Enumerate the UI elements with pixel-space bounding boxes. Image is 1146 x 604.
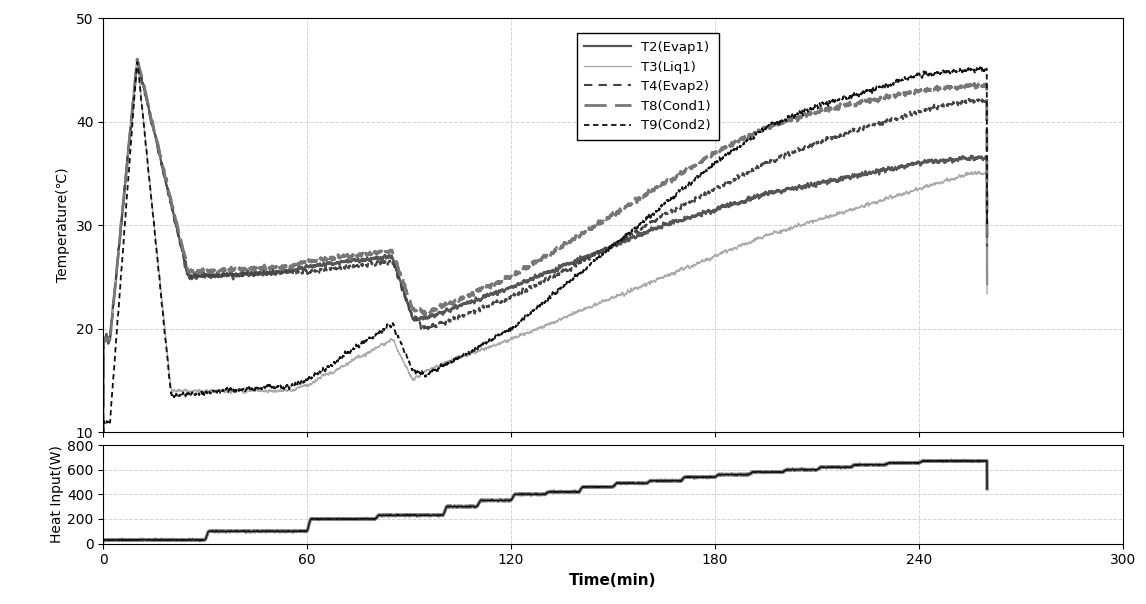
- T9(Cond2): [980, 221, 994, 228]
- Line: T9(Cond2): T9(Cond2): [103, 62, 987, 478]
- T3(Liq1): [964, 170, 978, 177]
- T2(Evap1): [753, 192, 767, 199]
- T3(Liq1): [136, 115, 150, 122]
- T8(Cond1): [131, 56, 144, 63]
- X-axis label: Time(min): Time(min): [570, 573, 657, 588]
- T3(Liq1): [96, 433, 110, 440]
- T8(Cond1): [980, 232, 994, 239]
- T2(Evap1): [96, 434, 110, 441]
- T8(Cond1): [96, 435, 110, 442]
- T3(Liq1): [131, 60, 144, 67]
- Line: T8(Cond1): T8(Cond1): [103, 59, 987, 439]
- Line: T2(Evap1): T2(Evap1): [103, 59, 987, 437]
- T4(Evap2): [964, 97, 978, 104]
- T8(Cond1): [705, 153, 719, 161]
- T2(Evap1): [980, 280, 994, 288]
- T2(Evap1): [439, 307, 453, 315]
- T4(Evap2): [439, 319, 453, 326]
- T4(Evap2): [134, 72, 148, 80]
- T9(Cond2): [134, 98, 148, 106]
- T3(Liq1): [705, 254, 719, 262]
- T4(Evap2): [705, 188, 719, 195]
- T8(Cond1): [964, 82, 978, 89]
- T2(Evap1): [134, 76, 148, 83]
- T2(Evap1): [964, 153, 978, 161]
- T3(Liq1): [439, 359, 453, 367]
- T3(Liq1): [753, 235, 767, 242]
- T9(Cond2): [439, 360, 453, 367]
- T9(Cond2): [136, 115, 150, 122]
- Y-axis label: Heat Input(W): Heat Input(W): [50, 445, 64, 543]
- T9(Cond2): [131, 59, 144, 66]
- T9(Cond2): [753, 128, 767, 135]
- T9(Cond2): [964, 66, 978, 73]
- T4(Evap2): [131, 58, 144, 65]
- Line: T4(Evap2): T4(Evap2): [103, 62, 987, 437]
- T8(Cond1): [136, 82, 150, 89]
- T9(Cond2): [705, 164, 719, 171]
- Y-axis label: Temperature(℃): Temperature(℃): [56, 168, 70, 283]
- T8(Cond1): [134, 71, 148, 79]
- Legend: T2(Evap1), T3(Liq1), T4(Evap2), T8(Cond1), T9(Cond2): T2(Evap1), T3(Liq1), T4(Evap2), T8(Cond1…: [576, 33, 719, 140]
- T4(Evap2): [96, 433, 110, 440]
- T4(Evap2): [753, 164, 767, 172]
- T9(Cond2): [96, 475, 110, 482]
- T4(Evap2): [980, 243, 994, 250]
- T3(Liq1): [134, 98, 148, 106]
- T2(Evap1): [131, 56, 144, 63]
- T4(Evap2): [136, 81, 150, 88]
- T8(Cond1): [439, 300, 453, 307]
- T2(Evap1): [136, 81, 150, 88]
- T3(Liq1): [980, 290, 994, 297]
- T2(Evap1): [705, 210, 719, 217]
- Line: T3(Liq1): T3(Liq1): [103, 63, 987, 437]
- T8(Cond1): [753, 127, 767, 135]
